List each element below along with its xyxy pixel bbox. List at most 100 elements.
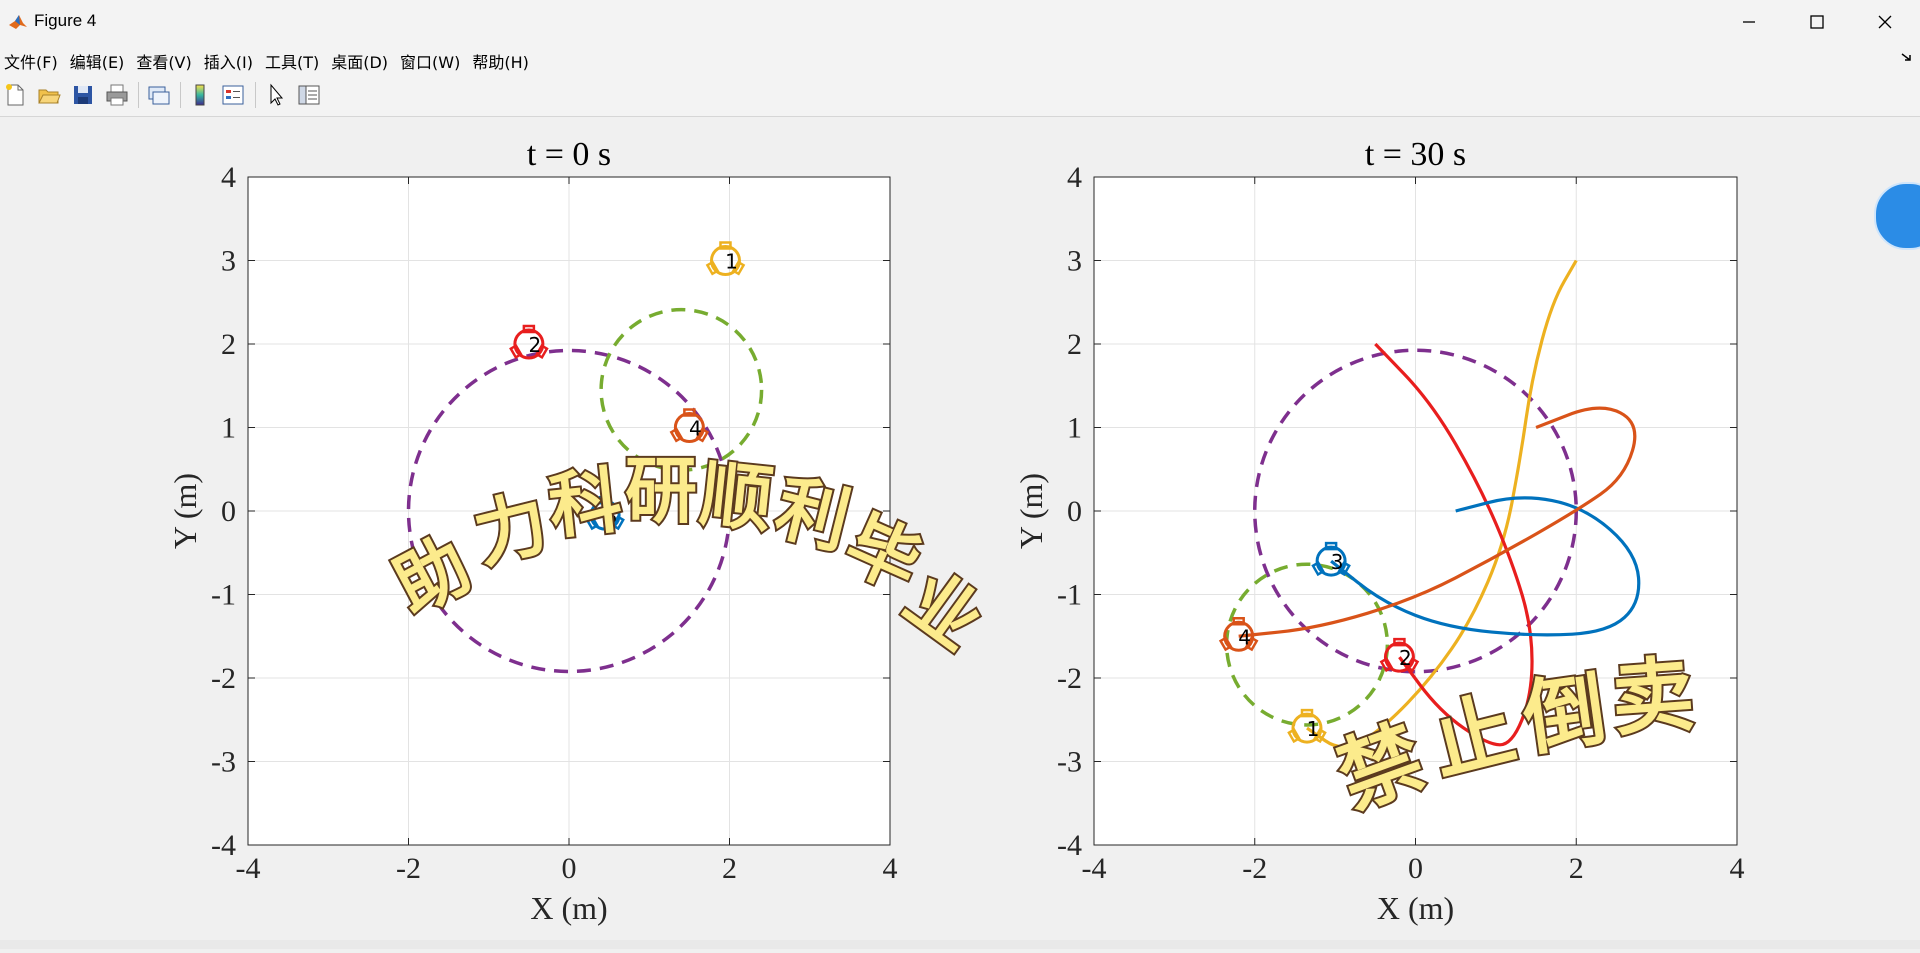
- robot-wheel: [585, 515, 599, 531]
- x-tick-label: 2: [1569, 852, 1584, 885]
- x-tick-label: 4: [1730, 852, 1745, 885]
- robot-1: 1: [705, 241, 746, 276]
- robot-label: 2: [529, 333, 542, 357]
- menu-file[interactable]: 文件(F): [4, 53, 58, 72]
- minimize-button[interactable]: [1714, 0, 1784, 44]
- robot-body: [709, 245, 741, 276]
- robot-wheel: [1244, 636, 1259, 652]
- new-figure-icon[interactable]: [2, 82, 28, 108]
- robot-3: 3: [1311, 541, 1351, 577]
- robot-wheel: [719, 241, 732, 250]
- y-tick-label: 1: [1067, 412, 1082, 445]
- watermark-char: 卖: [1609, 647, 1697, 747]
- minimize-icon: [1743, 21, 1755, 23]
- x-axis-label: X (m): [530, 890, 607, 926]
- axes-title: t = 30 s: [1365, 136, 1466, 173]
- robot-2: 2: [1379, 637, 1420, 673]
- y-axis-label: Y (m): [1013, 473, 1049, 549]
- robot-body: [1291, 712, 1323, 744]
- watermark-char: 顺: [696, 451, 776, 542]
- watermark-char: 科: [545, 458, 625, 549]
- x-tick-label: 0: [1408, 852, 1423, 885]
- close-button[interactable]: [1850, 0, 1920, 44]
- y-tick-label: -3: [1057, 746, 1082, 779]
- robot-wheel: [683, 408, 696, 417]
- y-tick-label: -2: [211, 662, 236, 695]
- trajectory-robot-3: [1330, 496, 1641, 637]
- menu-window[interactable]: 窗口(W): [400, 53, 461, 72]
- pointer-icon[interactable]: [263, 82, 289, 108]
- robot-label: 1: [725, 250, 738, 274]
- y-tick-label: 0: [1067, 495, 1082, 528]
- trajectory-robot-2: [1374, 342, 1534, 747]
- menu-insert[interactable]: 插入(I): [203, 53, 253, 72]
- y-tick-label: 2: [221, 328, 236, 361]
- x-tick-label: 4: [883, 852, 898, 885]
- y-tick-label: -3: [211, 746, 236, 779]
- robot-label: 4: [689, 417, 702, 441]
- robot-wheel: [1311, 561, 1325, 577]
- menu-view[interactable]: 查看(V): [136, 53, 192, 72]
- plot-area: -4 -2 0 2 4 4 3 2 1 0 -1 -2 -3 -4 t = 0 s X (m) Y (m) 1 2 3…: [167, 136, 1745, 926]
- robot-4: 4: [1218, 617, 1259, 652]
- colorbar-icon[interactable]: [187, 82, 213, 108]
- robot-wheel: [611, 515, 625, 531]
- robot-wheel: [669, 427, 684, 443]
- legend-icon[interactable]: [220, 82, 246, 108]
- figure-canvas: -4 -2 0 2 4 4 3 2 1 0 -1 -2 -3 -4 t = 0 s X (m) Y (m) 1 2 3…: [0, 117, 1920, 949]
- robot-body: [1383, 641, 1415, 673]
- robot-2: 2: [509, 324, 549, 360]
- robot-label: 4: [1238, 625, 1251, 649]
- watermark-char: 倒: [1517, 662, 1612, 768]
- open-file-icon[interactable]: [36, 82, 62, 108]
- robot-body: [673, 412, 705, 443]
- axes-title: t = 0 s: [527, 136, 611, 173]
- robot-label: 1: [1307, 717, 1320, 741]
- plot-content: 1 2 3 4: [406, 241, 764, 674]
- robot-4: 4: [669, 408, 710, 443]
- x-tick-label: 0: [562, 852, 577, 885]
- maximize-icon: [1810, 15, 1824, 29]
- robot-label: 2: [1399, 646, 1412, 670]
- robot-wheel: [1393, 637, 1406, 647]
- save-icon[interactable]: [70, 82, 96, 108]
- dashed-circle: [406, 348, 732, 674]
- robot-wheel: [1379, 657, 1394, 673]
- menu-desktop[interactable]: 桌面(D): [331, 53, 389, 72]
- menu-tools[interactable]: 工具(T): [264, 53, 320, 72]
- robot-wheel: [522, 324, 536, 334]
- y-axis-label: Y (m): [167, 473, 203, 549]
- robot-wheel: [535, 343, 549, 360]
- x-axis-label: X (m): [1377, 890, 1454, 926]
- robot-1: 1: [1287, 708, 1327, 744]
- link-plot-icon[interactable]: [145, 82, 171, 108]
- property-inspector-icon[interactable]: [296, 82, 322, 108]
- dashed-circle: [599, 307, 764, 472]
- menu-help[interactable]: 帮助(H): [472, 53, 529, 72]
- robot-wheel: [1232, 617, 1245, 626]
- y-tick-label: 0: [221, 495, 236, 528]
- dashed-circle: [1224, 562, 1390, 727]
- robot-wheel: [1324, 541, 1338, 551]
- matlab-logo-icon: [9, 15, 27, 29]
- y-tick-label: -2: [1057, 662, 1082, 695]
- maximize-button[interactable]: [1782, 0, 1852, 44]
- y-tick-label: 3: [221, 245, 236, 278]
- toolbar-separator: [180, 82, 181, 108]
- robot-wheel: [1337, 561, 1351, 577]
- background-window-strip: [0, 940, 1920, 949]
- dock-figure-icon[interactable]: [1900, 50, 1914, 64]
- robot-wheel: [705, 260, 720, 276]
- plot-content: 1 2 3 4: [1218, 259, 1641, 749]
- axes-1: -4 -2 0 2 4 4 3 2 1 0 -1 -2 -3 -4 t = 0 s X (m) Y (m) 1 2 3…: [167, 136, 898, 926]
- robot-body: [589, 499, 621, 531]
- print-icon[interactable]: [104, 82, 130, 108]
- window-title: Figure 4: [34, 11, 97, 30]
- robot-3: 3: [585, 495, 625, 531]
- y-tick-label: 4: [1067, 161, 1082, 194]
- close-icon: [1878, 15, 1892, 29]
- robot-wheel: [1218, 636, 1233, 652]
- robot-wheel: [1405, 657, 1420, 673]
- figure-toolbar: [0, 74, 1920, 117]
- menu-edit[interactable]: 编辑(E): [69, 53, 125, 72]
